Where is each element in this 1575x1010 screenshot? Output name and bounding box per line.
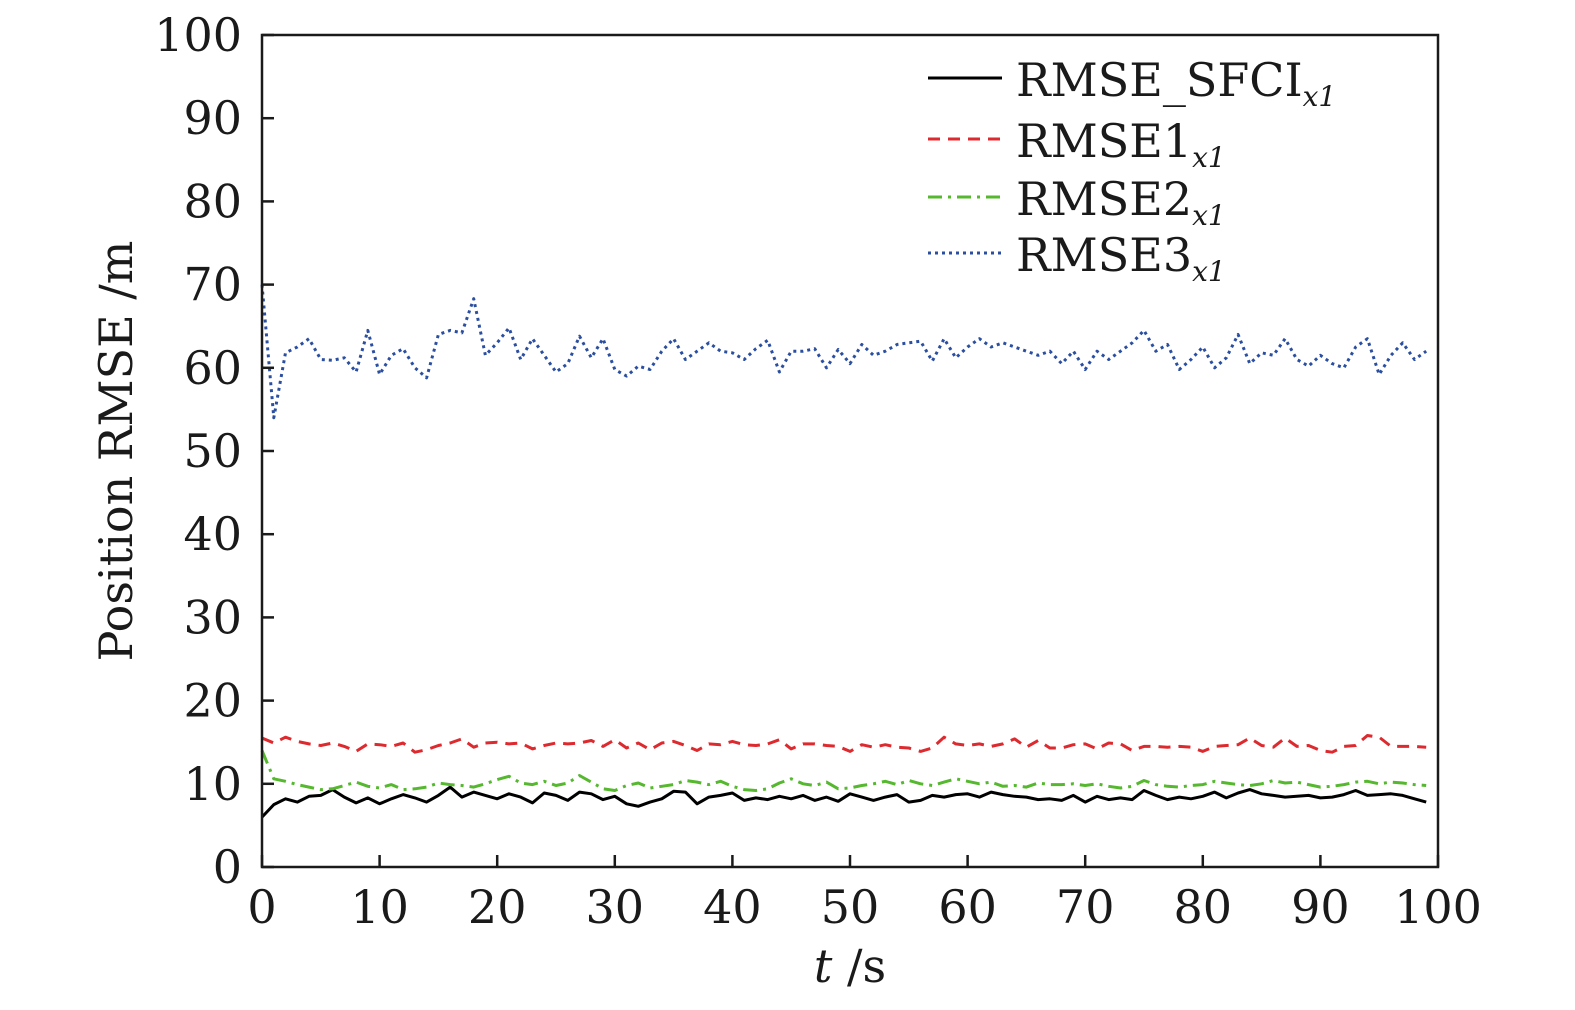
y-tick-label: 70: [183, 258, 242, 312]
series-line-rmse3: [260, 284, 1428, 420]
x-tick-label: 30: [586, 880, 645, 934]
x-axis-title: t /s: [814, 939, 886, 993]
y-tick-label: 30: [183, 590, 242, 644]
x-tick-label: 10: [350, 880, 409, 934]
legend-label-rmse3: RMSE3x1: [1016, 228, 1226, 288]
y-tick-label: 50: [183, 424, 242, 478]
plot-frame: [260, 33, 1440, 869]
y-tick-label: 40: [183, 507, 242, 561]
y-axis-title: Position RMSE /m: [89, 241, 143, 662]
x-tick-label: 70: [1056, 880, 1115, 934]
y-tick-label: 100: [154, 8, 242, 62]
y-tick-label: 60: [183, 341, 242, 395]
x-tick-label: 80: [1174, 880, 1233, 934]
series-line-rmse1: [261, 734, 1427, 754]
legend-label-rmse2: RMSE2x1: [1016, 172, 1226, 232]
legend-label-rmse1: RMSE1x1: [1016, 114, 1226, 174]
series-line-rmse-sfci: [260, 785, 1427, 819]
series-line-rmse2: [260, 749, 1427, 792]
x-tick-label: 60: [938, 880, 997, 934]
x-tick-label: 20: [468, 880, 527, 934]
y-tick-label: 20: [183, 674, 242, 728]
axis-ticks: [260, 33, 1440, 869]
y-tick-label: 0: [213, 840, 242, 894]
y-tick-label: 10: [183, 757, 242, 811]
x-tick-label: 40: [703, 880, 762, 934]
legend-label-rmse-sfci: RMSE_SFCIx1: [1016, 53, 1336, 113]
y-tick-label: 90: [183, 91, 242, 145]
series-layer: [260, 284, 1428, 819]
tick-labels: 0 10 20 30 40 50 60 70 80 90 100 0 10 20 30 40 50 60 70 80 9…: [154, 8, 1482, 934]
x-tick-label: 50: [821, 880, 880, 934]
legend: RMSE_SFCIx1 RMSE1x1 RMSE2x1 RMSE3x1: [928, 53, 1336, 288]
y-tick-label: 80: [183, 174, 242, 228]
x-tick-label: 100: [1394, 880, 1482, 934]
x-tick-label: 90: [1291, 880, 1350, 934]
x-tick-label: 0: [247, 880, 276, 934]
